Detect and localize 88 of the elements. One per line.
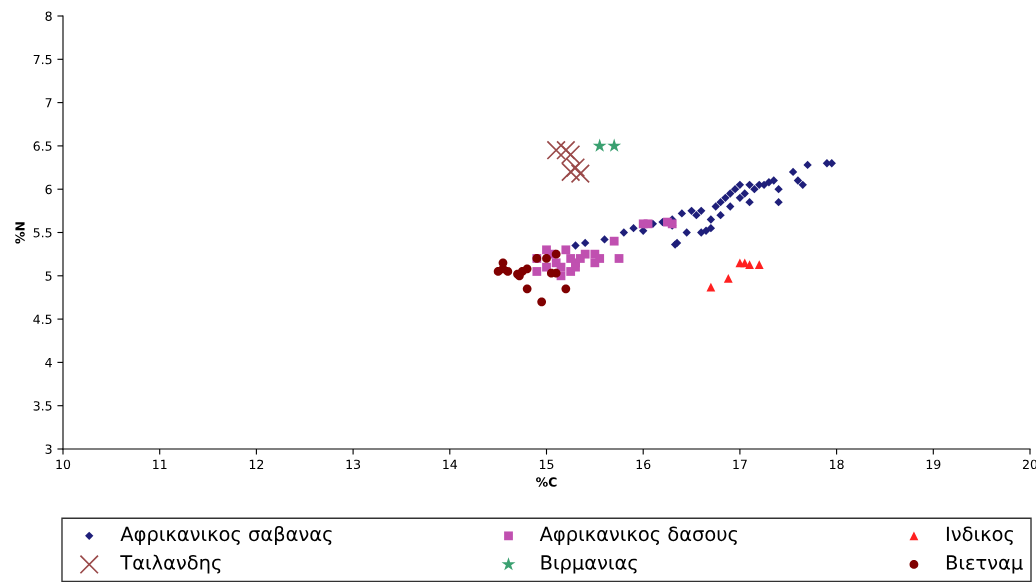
point: [629, 224, 638, 233]
point: [595, 254, 605, 263]
point: [716, 211, 725, 220]
point: [793, 176, 803, 185]
x-tick-label: 11: [153, 459, 167, 469]
point: [745, 198, 754, 207]
point: [581, 238, 590, 248]
y-tick-label: 7.5: [33, 54, 52, 65]
point: [619, 228, 629, 237]
x-tick-label: 19: [926, 459, 941, 470]
point: [561, 245, 571, 255]
point: [522, 264, 532, 274]
y-tick-label: 5: [45, 271, 52, 281]
point: [735, 193, 745, 203]
point: [788, 167, 798, 177]
point: [697, 206, 706, 216]
legend-label: Ταιλανδης: [120, 554, 221, 574]
point: [769, 176, 778, 185]
x-tick-label: 16: [636, 459, 651, 470]
point: [609, 236, 619, 246]
point: [706, 282, 716, 292]
y-tick-label: 3.5: [33, 401, 52, 411]
point: [687, 206, 696, 216]
point: [745, 180, 754, 190]
point: [723, 274, 733, 283]
x-tick-label: 13: [346, 459, 361, 470]
point: [542, 254, 551, 263]
point: [570, 163, 590, 184]
point: [726, 202, 735, 211]
point: [803, 160, 812, 170]
point: [561, 144, 581, 165]
point: [706, 224, 716, 233]
point: [754, 260, 764, 269]
point: [607, 138, 622, 152]
x-axis-title: %C: [536, 477, 557, 487]
legend-label: Αφρικανικος σαβανας: [120, 526, 332, 546]
point: [571, 241, 580, 250]
y-tick-label: 5.5: [33, 228, 52, 238]
point: [561, 162, 581, 182]
y-tick-label: 3: [45, 444, 52, 454]
point: [677, 209, 687, 218]
legend-label: Αφρικανικος δασους: [539, 526, 737, 546]
y-tick-label: 6.5: [33, 141, 52, 151]
x-tick-label: 14: [443, 459, 458, 469]
x-tick-label: 15: [539, 459, 554, 470]
legend-label: Ινδικος: [946, 526, 1013, 546]
point: [600, 235, 609, 244]
legend-label: Βιρμανιας: [541, 555, 637, 574]
point: [614, 254, 624, 263]
legend-label: Βιετναμ: [946, 555, 1023, 574]
point: [522, 284, 532, 294]
y-tick-label: 7: [45, 98, 52, 108]
point: [503, 267, 513, 276]
point: [556, 140, 576, 160]
point: [580, 249, 590, 259]
point: [682, 228, 691, 237]
y-tick-label: 4.5: [33, 314, 52, 325]
point: [592, 138, 607, 152]
point: [750, 185, 759, 194]
point: [730, 185, 740, 194]
point: [551, 249, 561, 259]
y-axis-title: %N: [15, 222, 25, 244]
point: [745, 260, 754, 269]
point: [798, 180, 807, 190]
x-tick-label: 18: [830, 459, 844, 470]
point: [774, 185, 783, 194]
point: [565, 157, 586, 178]
x-tick-label: 10: [56, 459, 71, 470]
x-tick-label: 17: [733, 459, 747, 469]
point: [532, 267, 542, 276]
point: [537, 297, 547, 307]
point: [721, 193, 730, 203]
y-tick-label: 8: [45, 11, 52, 21]
point: [711, 202, 720, 211]
point: [740, 189, 749, 198]
y-tick-label: 4: [45, 358, 52, 368]
point: [716, 198, 725, 207]
x-tick-label: 12: [249, 459, 264, 469]
point: [692, 211, 701, 220]
point: [546, 140, 566, 160]
point: [571, 262, 580, 272]
point: [561, 284, 571, 294]
y-tick-label: 6: [45, 184, 52, 195]
point: [726, 189, 735, 198]
point: [643, 219, 653, 229]
point: [774, 198, 783, 207]
point: [735, 180, 745, 190]
point: [706, 215, 716, 224]
